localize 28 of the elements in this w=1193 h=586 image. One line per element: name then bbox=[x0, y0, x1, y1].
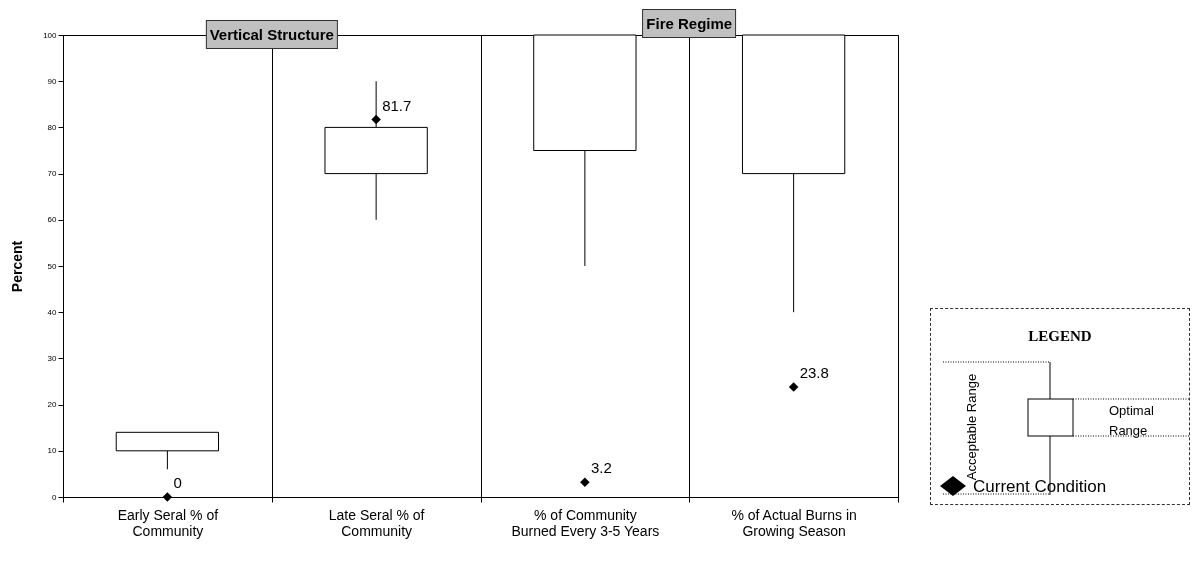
y-tick-label: 60 bbox=[47, 215, 58, 225]
point bbox=[580, 477, 590, 487]
text: Optimal Range bbox=[1109, 403, 1154, 438]
y-tick-label: 80 bbox=[47, 122, 58, 132]
point bbox=[371, 114, 381, 125]
x-tick-label: % of Actual Burns in Growing Season bbox=[731, 506, 857, 539]
y-tick-label: 40 bbox=[47, 307, 58, 317]
y-tick-label: 70 bbox=[47, 169, 58, 179]
y-tick-label: 0 bbox=[52, 492, 58, 502]
data-label: 81.7 bbox=[382, 96, 412, 114]
y-tick-label: 90 bbox=[47, 76, 58, 86]
annotation: Vertical Structure bbox=[205, 20, 338, 49]
point bbox=[788, 382, 799, 392]
x-tick-label: Early Seral % of Community bbox=[117, 506, 219, 539]
y-tick-label: 100 bbox=[43, 30, 58, 40]
y-tick-label: 10 bbox=[47, 446, 58, 456]
data-label: 3.2 bbox=[590, 459, 612, 477]
y-axis-title: Percent bbox=[9, 240, 26, 293]
x-tick-label: % of Community Burned Every 3-5 Years bbox=[511, 506, 660, 539]
data-label: 0 bbox=[173, 474, 182, 491]
y-tick-label: 50 bbox=[47, 261, 58, 271]
point bbox=[162, 492, 173, 502]
y-tick-label: 30 bbox=[47, 353, 58, 363]
data-label: 23.8 bbox=[799, 364, 829, 382]
text: Fire Regime bbox=[642, 9, 737, 38]
legend-title: LEGEND bbox=[1028, 328, 1092, 344]
y-tick-label: 20 bbox=[47, 400, 58, 410]
x-tick-label: Late Seral % of Community bbox=[328, 506, 425, 539]
